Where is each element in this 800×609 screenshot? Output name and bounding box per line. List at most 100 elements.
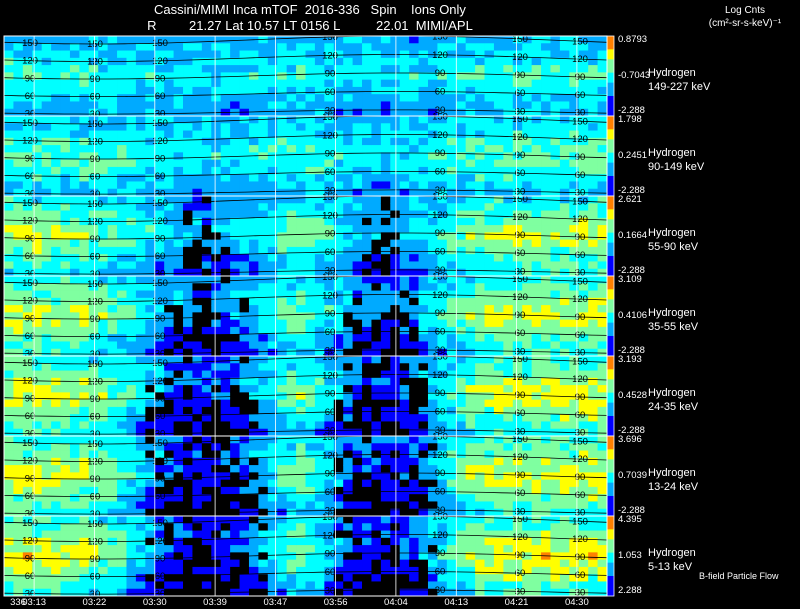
heatmap-cell bbox=[258, 276, 269, 284]
colorbar-segment bbox=[607, 296, 614, 300]
heatmap-cell bbox=[69, 123, 80, 131]
heatmap-cell bbox=[456, 145, 467, 153]
heatmap-cell bbox=[41, 363, 52, 371]
heatmap-cell bbox=[107, 261, 118, 270]
heatmap-cell bbox=[550, 166, 561, 175]
heatmap-cell bbox=[239, 348, 250, 357]
heatmap-cell bbox=[13, 232, 24, 241]
heatmap-cell bbox=[117, 276, 127, 284]
heatmap-cell bbox=[32, 588, 43, 597]
heatmap-cell bbox=[211, 72, 222, 81]
heatmap-cell bbox=[531, 188, 542, 197]
heatmap-cell bbox=[390, 334, 401, 342]
heatmap-cell bbox=[220, 472, 231, 481]
heatmap-cell bbox=[79, 552, 90, 561]
heatmap-cell bbox=[107, 246, 118, 255]
heatmap-cell bbox=[512, 254, 523, 262]
heatmap-cell bbox=[192, 559, 203, 568]
heatmap-cell bbox=[248, 545, 259, 553]
heatmap-cell bbox=[418, 356, 429, 364]
colorbar-segment bbox=[607, 459, 614, 464]
heatmap-cell bbox=[107, 166, 118, 175]
heatmap-cell bbox=[277, 581, 288, 590]
heatmap-cell bbox=[277, 392, 288, 401]
heatmap-cell bbox=[22, 392, 33, 401]
heatmap-cell bbox=[541, 137, 551, 146]
heatmap-cell bbox=[390, 406, 401, 415]
heatmap-cell bbox=[493, 166, 504, 175]
contour-label: 150 bbox=[22, 198, 38, 209]
heatmap-cell bbox=[211, 65, 222, 73]
contour-label: 30 bbox=[90, 269, 101, 280]
contour-label: 90 bbox=[575, 72, 586, 83]
heatmap-cell bbox=[296, 86, 306, 95]
heatmap-cell bbox=[79, 50, 90, 59]
heatmap-cell bbox=[41, 217, 52, 226]
colorbar-segment bbox=[607, 129, 614, 134]
heatmap-cell bbox=[258, 152, 269, 161]
heatmap-cell bbox=[22, 414, 33, 422]
heatmap-cell bbox=[418, 486, 429, 495]
heatmap-cell bbox=[201, 545, 212, 553]
heatmap-cell bbox=[578, 414, 589, 422]
heatmap-cell bbox=[390, 101, 401, 110]
heatmap-cell bbox=[418, 159, 429, 168]
heatmap-cell bbox=[418, 479, 429, 488]
heatmap-cell bbox=[578, 101, 589, 110]
heatmap-cell bbox=[493, 254, 504, 262]
heatmap-cell bbox=[41, 436, 52, 444]
heatmap-cell bbox=[371, 72, 382, 81]
heatmap-cell bbox=[597, 217, 608, 226]
contour-label: 120 bbox=[22, 56, 38, 67]
heatmap-cell bbox=[277, 145, 288, 153]
heatmap-cell bbox=[427, 116, 438, 124]
heatmap-cell bbox=[201, 166, 212, 175]
heatmap-cell bbox=[531, 232, 542, 241]
heatmap-cell bbox=[32, 334, 43, 342]
heatmap-cell bbox=[220, 203, 231, 211]
heatmap-cell bbox=[390, 246, 401, 255]
heatmap-cell bbox=[522, 421, 533, 430]
heatmap-cell bbox=[277, 537, 288, 546]
heatmap-cell bbox=[183, 545, 193, 553]
heatmap-cell bbox=[475, 196, 485, 204]
heatmap-cell bbox=[135, 94, 146, 102]
heatmap-cell bbox=[371, 421, 382, 430]
heatmap-cell bbox=[183, 86, 193, 95]
heatmap-cell bbox=[183, 188, 193, 197]
heatmap-cell bbox=[69, 566, 80, 575]
heatmap-cell bbox=[183, 516, 193, 524]
heatmap-cell bbox=[550, 36, 561, 44]
heatmap-cell bbox=[164, 312, 174, 321]
heatmap-cell bbox=[107, 312, 118, 321]
heatmap-cell bbox=[305, 174, 316, 182]
heatmap-cell bbox=[79, 305, 90, 313]
heatmap-cell bbox=[145, 290, 156, 299]
heatmap-cell bbox=[390, 166, 401, 175]
heatmap-cell bbox=[173, 443, 184, 451]
heatmap-cell bbox=[409, 36, 419, 44]
heatmap-cell bbox=[183, 494, 193, 502]
heatmap-cell bbox=[550, 406, 561, 415]
heatmap-cell bbox=[79, 574, 90, 582]
heatmap-cell bbox=[296, 552, 306, 561]
contour-label: 60 bbox=[515, 408, 526, 419]
heatmap-cell bbox=[98, 348, 109, 357]
heatmap-cell bbox=[550, 174, 561, 182]
heatmap-cell bbox=[456, 450, 467, 459]
heatmap-cell bbox=[559, 181, 570, 190]
heatmap-cell bbox=[588, 196, 598, 204]
heatmap-cell bbox=[22, 181, 33, 190]
heatmap-cell bbox=[154, 494, 165, 502]
heatmap-cell bbox=[51, 181, 61, 190]
heatmap-cell bbox=[164, 116, 174, 124]
heatmap-cell bbox=[399, 79, 410, 88]
heatmap-cell bbox=[32, 108, 43, 117]
heatmap-cell bbox=[362, 43, 372, 51]
heatmap-cell bbox=[183, 65, 193, 73]
heatmap-cell bbox=[465, 283, 476, 291]
heatmap-cell bbox=[371, 57, 382, 66]
heatmap-cell bbox=[277, 217, 288, 226]
heatmap-cell bbox=[126, 501, 137, 510]
heatmap-cell bbox=[296, 341, 306, 350]
